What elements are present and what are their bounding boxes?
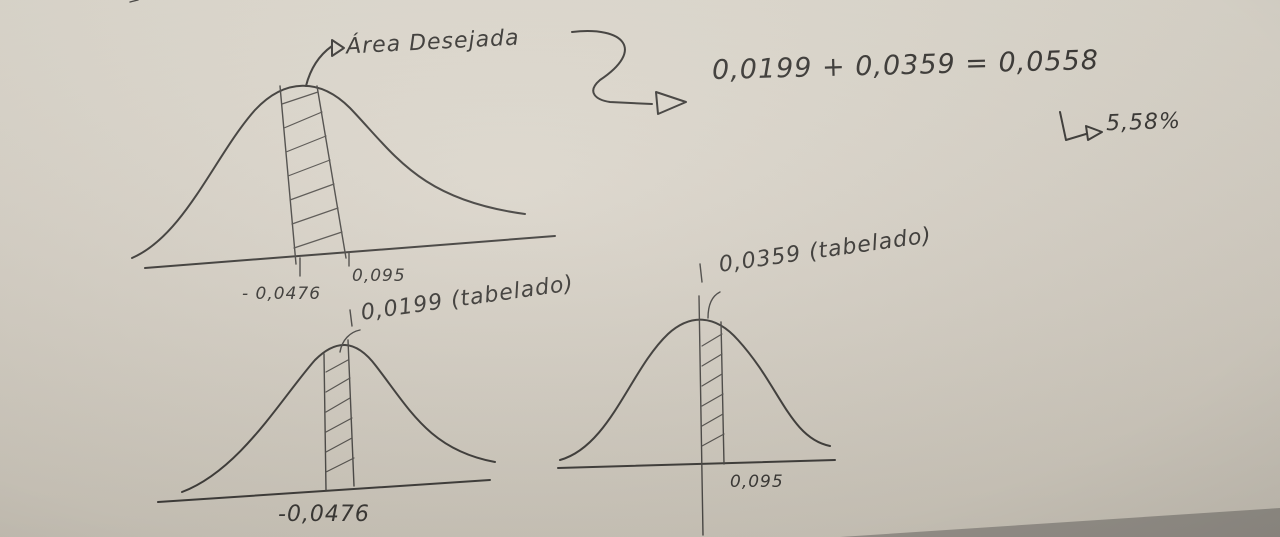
br-bell-curve [559,318,831,461]
top-bell-curve [131,84,526,259]
top-bell-diagram [131,39,556,277]
top-axis [144,235,556,269]
bl-pointer [339,329,361,353]
paper-edge-mark [129,0,139,3]
bl-tick-label: -0,0476 [278,502,370,527]
br-tick-top [699,263,703,283]
bottom-right-bell-diagram [557,263,836,536]
top-label-pointer [305,45,333,87]
top-strip-left [279,85,297,265]
top-label-arrowhead [331,39,345,57]
sheet-edge-shadow [840,508,1280,537]
br-tick-label: 0,095 [730,472,784,492]
bl-bell-curve [181,344,496,493]
bl-strip-left [323,353,327,491]
br-strip-right [720,321,725,465]
bl-strip-right [347,339,355,487]
top-strip-right [316,85,347,259]
top-tick-right-label: 0,095 [352,266,406,286]
top-strip-hatch [281,91,343,249]
br-pointer [707,291,721,319]
bl-axis [157,479,491,503]
bl-strip-hatch [325,359,355,473]
percent-result: 5,58% [1105,108,1182,137]
br-strip-hatch [701,333,725,447]
bl-tick [349,309,353,327]
br-vertical-line [698,295,704,536]
bottom-left-bell-diagram [157,309,496,503]
connector-arrow [571,30,1103,141]
br-axis [557,459,836,469]
top-tick-left-label: - 0,0476 [242,284,322,304]
